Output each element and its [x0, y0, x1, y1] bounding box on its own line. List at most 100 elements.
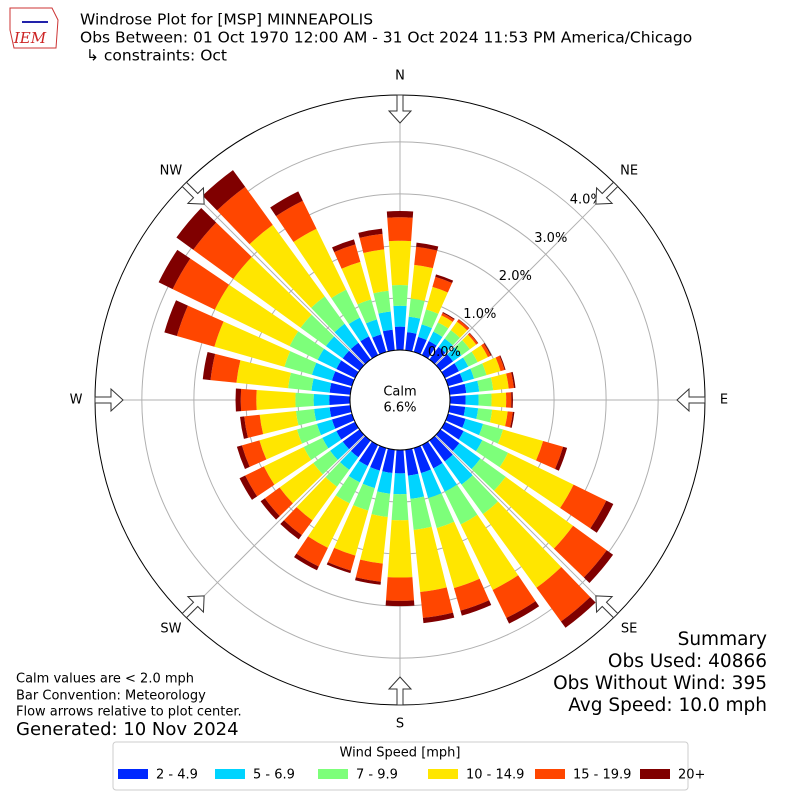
- bar-segment: [365, 319, 382, 338]
- legend-swatch: [640, 769, 670, 779]
- summary: Avg Speed: 10.0 mph: [568, 695, 767, 716]
- calm-label: Calm: [383, 385, 416, 400]
- note: Calm values are < 2.0 mph: [16, 672, 194, 687]
- legend-label: 2 - 4.9: [156, 768, 198, 783]
- bar-segment: [495, 355, 505, 372]
- bar-segment: [355, 559, 383, 582]
- bar-segment: [511, 392, 513, 408]
- bar-segment: [293, 228, 347, 299]
- bar-segment: [432, 276, 453, 293]
- bar-segment: [303, 437, 329, 460]
- bar-segment: [334, 323, 359, 350]
- bar-segment: [214, 284, 299, 347]
- legend-swatch: [215, 769, 245, 779]
- flow-arrow: [181, 181, 205, 205]
- bar-segment: [331, 413, 355, 429]
- bar-segment: [410, 264, 433, 301]
- bar-segment: [407, 473, 425, 499]
- bar-segment: [382, 448, 395, 474]
- summary: Obs Used: 40866: [608, 651, 767, 672]
- bar-segment: [391, 284, 409, 306]
- bar-segment: [408, 298, 425, 319]
- bar-segment: [350, 342, 371, 365]
- bar-segment: [295, 392, 314, 408]
- bar-segment: [441, 312, 455, 322]
- bar-segment: [342, 350, 365, 371]
- bar-segment: [505, 392, 512, 408]
- flow-arrow: [387, 94, 413, 124]
- bar-segment: [358, 441, 379, 466]
- bar-segment: [436, 521, 480, 589]
- bar-segment: [158, 249, 191, 290]
- grid-circle: [141, 141, 659, 659]
- bar-segment: [442, 312, 455, 320]
- bar-segment: [420, 587, 454, 618]
- bar-segment: [235, 388, 242, 412]
- bar-segment: [382, 329, 395, 352]
- radial-grid: [183, 399, 401, 617]
- flow-arrow: [595, 595, 619, 619]
- bar-segment: [471, 345, 488, 363]
- bar-segment: [444, 330, 461, 346]
- bar-segment: [391, 494, 409, 521]
- summary: Summary: [678, 629, 767, 650]
- bar-segment: [492, 575, 536, 619]
- bar-segment: [332, 239, 356, 253]
- bar-segment: [385, 577, 415, 601]
- bar-segment: [489, 409, 508, 427]
- bar-segment: [311, 296, 345, 333]
- bar-segment: [360, 514, 388, 564]
- bar-segment: [393, 473, 407, 495]
- bar-segment: [416, 242, 439, 251]
- bar-segment: [452, 443, 481, 470]
- bar-segment: [448, 405, 466, 416]
- bar-segment: [327, 547, 356, 571]
- bar-segment: [249, 224, 325, 308]
- constraints: ↳ constraints: Oct: [86, 47, 227, 65]
- calm-value: 6.6%: [383, 401, 416, 416]
- bar-segment: [294, 553, 319, 571]
- compass-label: S: [396, 717, 404, 732]
- bar-segment: [377, 471, 393, 494]
- bar-segment: [420, 469, 442, 499]
- bar-segment: [359, 233, 385, 254]
- bar-segment: [329, 405, 352, 418]
- bar-segment: [491, 392, 507, 408]
- bar-segment: [358, 228, 383, 238]
- bar-segment: [387, 519, 413, 578]
- bar-segment: [476, 408, 493, 423]
- legend-label: 20+: [678, 768, 705, 783]
- bar-segment: [263, 447, 312, 485]
- bar-segment: [239, 475, 258, 500]
- bar-segment: [260, 498, 280, 520]
- bar-segment: [454, 339, 470, 356]
- bar-segment: [330, 441, 350, 461]
- bar-segment: [325, 336, 350, 359]
- logo-outline: [9, 7, 59, 49]
- bar-segment: [311, 378, 332, 393]
- bar-segment: [433, 322, 449, 337]
- compass-label: SW: [160, 622, 181, 637]
- bar-segment: [482, 501, 562, 588]
- radial-grid: [399, 399, 617, 617]
- bar-segment: [471, 458, 506, 491]
- r-tick-label: 2.0%: [499, 269, 532, 284]
- bar-segment: [438, 338, 453, 353]
- bar-segment: [317, 348, 342, 369]
- bar-segment: [425, 286, 448, 314]
- bar-segment: [264, 487, 293, 517]
- bar-segment: [164, 300, 188, 337]
- bar-segment: [467, 333, 478, 345]
- bar-segment: [553, 525, 607, 578]
- legend-label: 7 - 9.9: [356, 768, 398, 783]
- chart-subtitle: Obs Between: 01 Oct 1970 12:00 AM - 31 O…: [80, 29, 692, 47]
- bar-segment: [560, 596, 596, 628]
- bar-segment: [259, 429, 303, 460]
- bar-segment: [342, 429, 365, 450]
- bar-segment: [536, 566, 591, 622]
- bar-segment: [336, 360, 359, 379]
- bar-segment: [348, 460, 368, 483]
- bar-segment: [313, 450, 338, 475]
- bar-segment: [429, 346, 446, 365]
- bar-segment: [314, 407, 332, 421]
